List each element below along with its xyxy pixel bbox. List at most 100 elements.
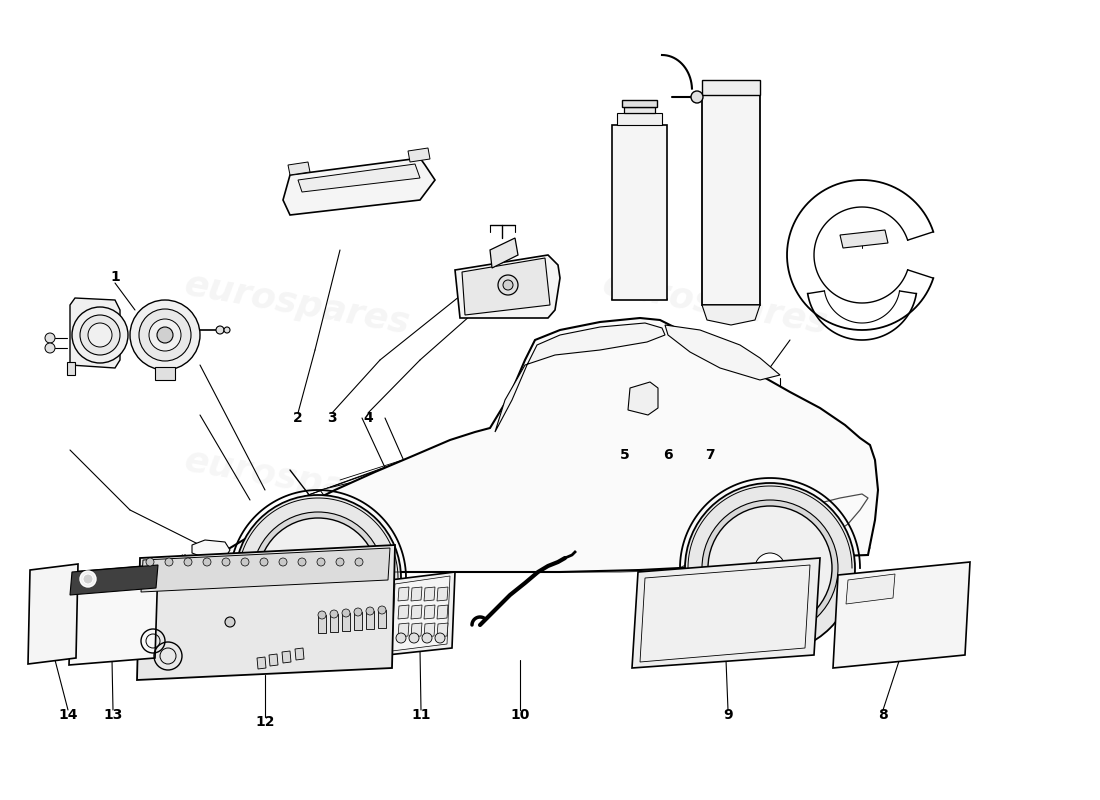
Text: 6: 6 bbox=[663, 448, 673, 462]
Polygon shape bbox=[138, 545, 395, 680]
Circle shape bbox=[130, 300, 200, 370]
Polygon shape bbox=[342, 613, 350, 631]
Polygon shape bbox=[411, 605, 422, 619]
Text: eurospares: eurospares bbox=[182, 443, 412, 517]
Circle shape bbox=[241, 558, 249, 566]
Polygon shape bbox=[378, 610, 386, 628]
Polygon shape bbox=[490, 238, 518, 268]
Polygon shape bbox=[295, 648, 304, 660]
Polygon shape bbox=[298, 164, 420, 192]
Text: eurospares: eurospares bbox=[182, 267, 412, 341]
Polygon shape bbox=[270, 654, 278, 666]
Polygon shape bbox=[392, 576, 450, 651]
Polygon shape bbox=[283, 158, 434, 215]
Circle shape bbox=[279, 558, 287, 566]
Circle shape bbox=[222, 558, 230, 566]
Polygon shape bbox=[437, 587, 448, 601]
Polygon shape bbox=[424, 587, 434, 601]
Circle shape bbox=[422, 633, 432, 643]
Polygon shape bbox=[424, 605, 434, 619]
Circle shape bbox=[330, 610, 338, 618]
Polygon shape bbox=[612, 125, 667, 300]
Text: 2: 2 bbox=[293, 411, 303, 425]
Circle shape bbox=[139, 309, 191, 361]
Circle shape bbox=[434, 633, 446, 643]
Polygon shape bbox=[408, 148, 430, 162]
Circle shape bbox=[702, 500, 838, 636]
Text: 11: 11 bbox=[411, 708, 431, 722]
Circle shape bbox=[755, 553, 785, 583]
Circle shape bbox=[691, 91, 703, 103]
Polygon shape bbox=[628, 382, 658, 415]
Text: 10: 10 bbox=[510, 708, 530, 722]
Circle shape bbox=[355, 558, 363, 566]
Polygon shape bbox=[632, 558, 820, 668]
Circle shape bbox=[88, 323, 112, 347]
Polygon shape bbox=[330, 614, 338, 632]
Circle shape bbox=[80, 315, 120, 355]
Text: 5: 5 bbox=[620, 448, 630, 462]
Polygon shape bbox=[354, 612, 362, 630]
Text: 3: 3 bbox=[327, 411, 337, 425]
Circle shape bbox=[260, 558, 268, 566]
Polygon shape bbox=[28, 564, 78, 664]
Polygon shape bbox=[495, 323, 666, 432]
Circle shape bbox=[80, 571, 96, 587]
Polygon shape bbox=[617, 113, 662, 125]
Circle shape bbox=[354, 608, 362, 616]
Circle shape bbox=[708, 506, 832, 630]
Polygon shape bbox=[235, 575, 245, 585]
Polygon shape bbox=[67, 362, 75, 375]
Polygon shape bbox=[702, 305, 760, 325]
Circle shape bbox=[45, 343, 55, 353]
Polygon shape bbox=[833, 562, 970, 668]
Polygon shape bbox=[624, 107, 654, 113]
Circle shape bbox=[252, 512, 384, 644]
Polygon shape bbox=[366, 611, 374, 629]
Polygon shape bbox=[666, 325, 780, 380]
Circle shape bbox=[342, 609, 350, 617]
Circle shape bbox=[685, 483, 855, 653]
Polygon shape bbox=[141, 548, 390, 592]
Text: eurospares: eurospares bbox=[600, 443, 830, 517]
Circle shape bbox=[409, 633, 419, 643]
Polygon shape bbox=[437, 623, 448, 637]
Text: 12: 12 bbox=[255, 715, 275, 729]
Circle shape bbox=[302, 563, 333, 593]
Circle shape bbox=[317, 558, 324, 566]
Circle shape bbox=[366, 607, 374, 615]
Polygon shape bbox=[288, 162, 310, 175]
Circle shape bbox=[258, 518, 378, 638]
Text: 9: 9 bbox=[723, 708, 733, 722]
Polygon shape bbox=[398, 605, 409, 619]
Circle shape bbox=[318, 611, 326, 619]
Text: 4: 4 bbox=[363, 411, 373, 425]
Circle shape bbox=[82, 574, 94, 584]
Polygon shape bbox=[155, 367, 175, 380]
Circle shape bbox=[498, 275, 518, 295]
Polygon shape bbox=[318, 615, 326, 633]
Polygon shape bbox=[182, 318, 878, 575]
Circle shape bbox=[204, 558, 211, 566]
Circle shape bbox=[148, 319, 182, 351]
Circle shape bbox=[216, 326, 224, 334]
Polygon shape bbox=[411, 623, 422, 637]
Polygon shape bbox=[282, 651, 292, 663]
Polygon shape bbox=[462, 258, 550, 315]
Circle shape bbox=[165, 558, 173, 566]
Text: eurospares: eurospares bbox=[600, 267, 830, 341]
Circle shape bbox=[226, 617, 235, 627]
Circle shape bbox=[72, 307, 128, 363]
Circle shape bbox=[146, 558, 154, 566]
Polygon shape bbox=[424, 623, 434, 637]
Polygon shape bbox=[640, 565, 810, 662]
Circle shape bbox=[336, 558, 344, 566]
Polygon shape bbox=[257, 657, 266, 669]
Polygon shape bbox=[69, 565, 158, 665]
Polygon shape bbox=[621, 100, 657, 107]
Polygon shape bbox=[70, 565, 158, 595]
Polygon shape bbox=[195, 568, 240, 586]
Polygon shape bbox=[398, 623, 409, 637]
Text: 1: 1 bbox=[110, 270, 120, 284]
Polygon shape bbox=[387, 572, 455, 655]
